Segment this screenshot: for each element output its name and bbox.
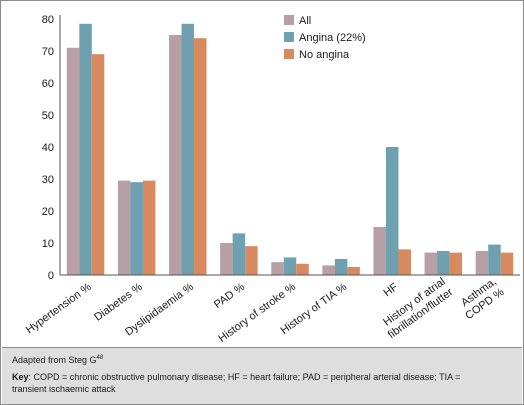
y-tick-label: 20: [42, 206, 54, 218]
bar: [130, 182, 143, 275]
y-tick-label: 80: [42, 14, 54, 26]
bar: [334, 259, 348, 275]
y-tick-label: 60: [42, 78, 54, 90]
bar: [475, 251, 489, 275]
bar-chart: 0 10 20 30 40 50 60 70 80 Hypertension %Diabetes…: [24, 14, 520, 345]
bar: [220, 243, 233, 275]
bar: [283, 257, 297, 275]
legend-label: No angina: [299, 49, 350, 61]
bar: [437, 251, 450, 275]
x-category-label-line: HF: [381, 281, 400, 299]
y-tick-label: 70: [42, 46, 54, 58]
bar: [322, 265, 335, 275]
bar: [91, 54, 105, 276]
x-category-label: Hypertension %: [24, 281, 94, 336]
bar: [79, 23, 92, 275]
bar: [373, 227, 386, 275]
y-tick-label: 30: [42, 174, 54, 186]
bar: [142, 180, 156, 275]
source-text: Adapted from Steg G: [12, 355, 97, 365]
key-label: Key: [12, 372, 29, 382]
y-tick-label: 50: [42, 110, 54, 122]
x-category-label: Asthma,COPD %: [456, 276, 507, 323]
bar: [449, 252, 463, 275]
x-category-label: PAD %: [212, 281, 247, 311]
bar: [296, 263, 309, 275]
source-reference: 48: [96, 355, 104, 361]
bar: [194, 38, 207, 276]
figure-footer: Adapted from Steg G48 Key: COPD = chroni…: [2, 347, 522, 404]
legend-swatch: [284, 15, 294, 25]
legend-swatch: [284, 32, 294, 42]
bar: [169, 35, 182, 275]
y-tick-label: 40: [42, 142, 54, 154]
source-note: Adapted from Steg G48: [12, 354, 512, 366]
x-category-label: HF: [381, 281, 400, 299]
key-text: : COPD = chronic obstructive pulmonary d…: [12, 372, 461, 394]
bar: [488, 244, 501, 275]
bar: [347, 267, 360, 275]
legend-label: All: [299, 15, 311, 27]
key-note: Key: COPD = chronic obstructive pulmonar…: [12, 371, 512, 395]
bar: [424, 252, 438, 275]
legend-swatch: [284, 49, 294, 59]
bar: [66, 47, 80, 275]
chart-area: 0 10 20 30 40 50 60 70 80 Hypertension % Diabetes…: [2, 2, 522, 347]
y-tick-label: 10: [42, 238, 54, 250]
bar: [181, 23, 195, 275]
x-category-label-line: Hypertension %: [24, 281, 94, 336]
bar: [271, 262, 284, 275]
x-category-label: Diabetes %: [92, 281, 145, 324]
bar: [245, 246, 258, 275]
x-category-label-line: Diabetes %: [92, 281, 145, 324]
y-tick-label: 0: [48, 270, 54, 282]
bar: [117, 180, 131, 275]
bar: [385, 147, 399, 275]
bar: [398, 249, 411, 275]
x-category-label-line: PAD %: [212, 281, 247, 311]
bar: [232, 233, 246, 275]
bar: [500, 252, 514, 275]
legend-label: Angina (22%): [299, 32, 366, 44]
